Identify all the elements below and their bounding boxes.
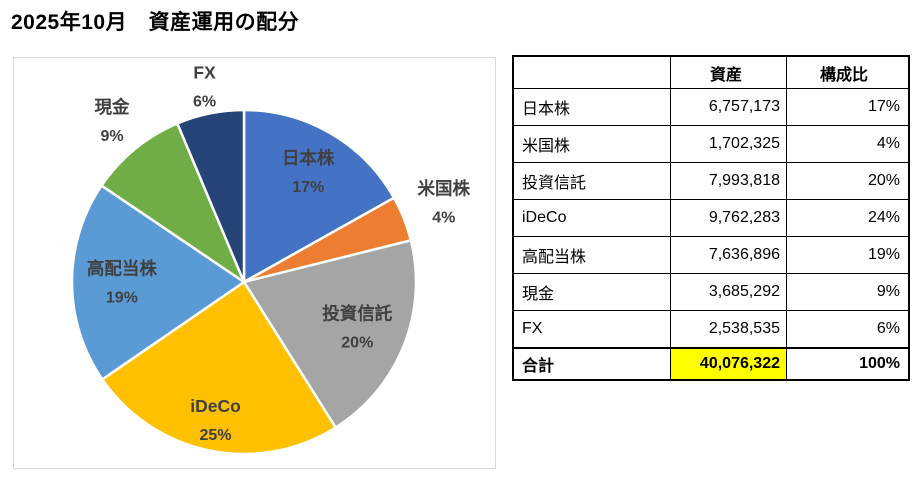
pie-slice-iDeCo[interactable] [101, 280, 337, 456]
item-cell-高配当株[interactable]: 高配当株 [512, 236, 671, 274]
ratio-cell-iDeCo[interactable]: 24% [786, 199, 910, 237]
pie-slice-現金[interactable] [100, 122, 246, 284]
header-item-cell[interactable] [512, 55, 671, 89]
item-cell-iDeCo[interactable]: iDeCo [512, 199, 671, 237]
asset-allocation-table: 資産 構成比 日本株 6,757,173 17% 米国株 1,702,325 4% 投資信託… [512, 55, 910, 381]
item-cell-FX[interactable]: FX [512, 310, 671, 349]
asset-cell-FX[interactable]: 2,538,535 [670, 310, 787, 349]
asset-cell-米国株[interactable]: 1,702,325 [670, 125, 787, 163]
asset-cell-iDeCo[interactable]: 9,762,283 [670, 199, 787, 237]
total-label-cell[interactable]: 合計 [512, 347, 671, 381]
ratio-cell-投資信託[interactable]: 20% [786, 162, 910, 200]
ratio-cell-日本株[interactable]: 17% [786, 88, 910, 126]
ratio-cell-現金[interactable]: 9% [786, 273, 910, 311]
pie-label-日本株: 日本株 17% [282, 148, 335, 196]
asset-cell-投資信託[interactable]: 7,993,818 [670, 162, 787, 200]
item-cell-投資信託[interactable]: 投資信託 [512, 162, 671, 200]
item-cell-現金[interactable]: 現金 [512, 273, 671, 311]
pie-chart: 日本株 17% 米国株 4% 投資信託 20% iDeCo 25% 高配当株 19% 現金 9% FX 6… [70, 62, 471, 456]
table-row-高配当株: 高配当株 7,636,896 19% [512, 236, 910, 274]
pie-slice-日本株[interactable] [242, 108, 396, 284]
pie-label-FX: FX 6% [193, 62, 216, 110]
asset-cell-現金[interactable]: 3,685,292 [670, 273, 787, 311]
table-header-row: 資産 構成比 [512, 55, 910, 89]
page-title: 2025年10月 資産運用の配分 [11, 11, 300, 34]
pie-chart-area: 日本株 17% 米国株 4% 投資信託 20% iDeCo 25% 高配当株 19% 現金 9% FX 6… [13, 57, 496, 469]
pie-slice-FX[interactable] [176, 108, 246, 284]
table-row-投資信託: 投資信託 7,993,818 20% [512, 162, 910, 200]
item-cell-米国株[interactable]: 米国株 [512, 125, 671, 163]
table-row-米国株: 米国株 1,702,325 4% [512, 125, 910, 163]
ratio-cell-FX[interactable]: 6% [786, 310, 910, 349]
table-total-row: 合計 40,076,322 100% [512, 347, 910, 381]
pie-label-iDeCo: iDeCo 25% [190, 396, 241, 444]
table-row-FX: FX 2,538,535 6% [512, 310, 910, 349]
pie-label-現金: 現金 9% [95, 97, 130, 145]
pie-label-高配当株: 高配当株 19% [87, 258, 157, 306]
table-row-日本株: 日本株 6,757,173 17% [512, 88, 910, 126]
ratio-cell-高配当株[interactable]: 19% [786, 236, 910, 274]
table-row-現金: 現金 3,685,292 9% [512, 273, 910, 311]
pie-slice-高配当株[interactable] [70, 184, 246, 381]
table-row-iDeCo: iDeCo 9,762,283 24% [512, 199, 910, 237]
total-asset-cell[interactable]: 40,076,322 [670, 347, 787, 381]
pie-label-米国株: 米国株 4% [418, 179, 471, 227]
pie-slice-投資信託[interactable] [242, 239, 418, 429]
total-ratio-cell[interactable]: 100% [786, 347, 910, 381]
pie-label-投資信託: 投資信託 20% [322, 304, 392, 352]
ratio-cell-米国株[interactable]: 4% [786, 125, 910, 163]
asset-cell-日本株[interactable]: 6,757,173 [670, 88, 787, 126]
item-cell-日本株[interactable]: 日本株 [512, 88, 671, 126]
header-ratio-cell[interactable]: 構成比 [786, 55, 910, 89]
header-asset-cell[interactable]: 資産 [670, 55, 787, 89]
asset-cell-高配当株[interactable]: 7,636,896 [670, 236, 787, 274]
